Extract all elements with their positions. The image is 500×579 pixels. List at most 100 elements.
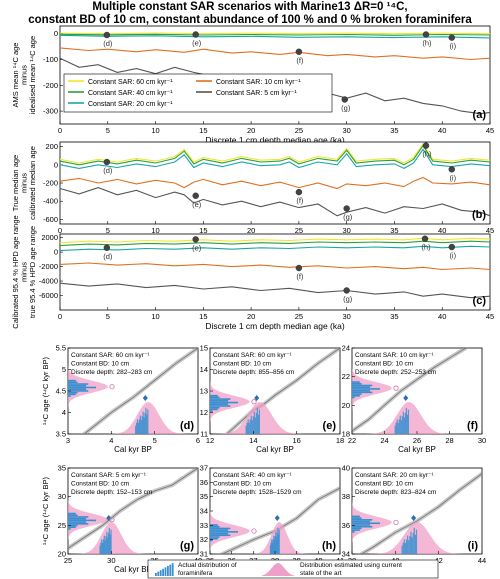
- marker-dot: [343, 205, 350, 212]
- x-tick-label: 12: [206, 436, 214, 445]
- figure-title-line-1: Multiple constant SAR scenarios with Mar…: [92, 1, 408, 13]
- annotation-text: Constant SAR: 10 cm kyr⁻¹: [355, 352, 434, 359]
- actual-c14-bar: [210, 410, 213, 412]
- annotation-text: Constant SAR: 60 cm kyr⁻¹: [213, 352, 292, 359]
- actual-distribution-bar: [103, 535, 105, 554]
- actual-distribution-bar: [278, 529, 280, 554]
- actual-distribution-bar: [102, 539, 105, 554]
- legend-actual-swatch: [167, 566, 169, 576]
- legend-estimated-label: Distribution estimated using current stat…: [300, 562, 402, 577]
- panel-h: 3536373839404131323334353637Constant SAR…: [200, 464, 345, 575]
- estimated-calendar-distribution: [68, 402, 198, 434]
- actual-c14-bar: [68, 395, 71, 397]
- y-tick-label: 11: [200, 430, 208, 439]
- y-tick-label: -6000: [39, 291, 58, 300]
- actual-c14-bar: [210, 403, 229, 406]
- y-tick-label: -200: [43, 179, 58, 188]
- x-tick-label: 20: [247, 312, 255, 321]
- annotation-text: Constant SAR: 40 cm kyr⁻¹: [213, 472, 292, 479]
- x-tick-label: 4: [109, 436, 113, 445]
- series-line-sar20: [59, 34, 491, 39]
- actual-distribution-bar: [398, 419, 400, 434]
- actual-distribution-bar: [269, 545, 271, 554]
- marker-dot: [295, 48, 303, 55]
- x-tick-label: 35: [390, 126, 398, 135]
- x-tick-label: 20: [247, 226, 255, 235]
- x-tick-label: 40: [438, 126, 446, 135]
- actual-c14-bar: [210, 534, 231, 537]
- actual-distribution-bar: [403, 539, 405, 554]
- actual-c14-bar: [210, 406, 220, 409]
- y-tick-label: 5.5: [56, 344, 66, 353]
- actual-distribution-bar: [255, 412, 257, 434]
- actual-c14-bar: [352, 519, 373, 521]
- actual-distribution-bar: [135, 425, 137, 434]
- actual-distribution-bar: [139, 415, 141, 434]
- legend-label-sar20: Constant SAR: 20 cm kyr⁻¹: [88, 101, 173, 108]
- y-tick-label: 40: [342, 464, 350, 473]
- panel-d: 3 4 5 6 3.5 4 4.5 5 5.5 Constant SAR: 60 cm kyr⁻¹…: [41, 344, 200, 455]
- actual-c14-bar: [68, 390, 89, 392]
- legend-actual-swatch: [162, 568, 164, 576]
- marker-dot: [103, 244, 111, 251]
- actual-c14-bar: [210, 396, 220, 399]
- y-axis-label: ¹⁴C age (¹⁴C kyr BP): [41, 356, 50, 425]
- estimated-c14-distribution: [352, 348, 392, 434]
- y-tick-label: -400: [43, 197, 58, 206]
- y-tick-label: 37: [200, 464, 208, 473]
- y-tick-label: 15: [200, 344, 208, 353]
- annotation-text: Constant SAR: 5 cm kyr⁻¹: [71, 472, 147, 479]
- actual-distribution-bar: [144, 412, 146, 434]
- actual-distribution-bar: [404, 412, 406, 434]
- x-tick-label: 25: [295, 126, 303, 135]
- y-tick-label: 4: [62, 408, 66, 417]
- marker-label: (f): [296, 56, 304, 65]
- y-tick-label: 34: [200, 507, 208, 516]
- legend-box: [147, 559, 439, 579]
- marker-dot: [103, 158, 111, 166]
- y-tick-label: -200: [43, 81, 58, 90]
- actual-distribution-bar: [107, 537, 109, 554]
- actual-c14-bar: [68, 516, 89, 518]
- legend-box: [63, 73, 333, 113]
- x-tick-label: 42: [434, 556, 442, 565]
- x-tick-label: 6: [196, 436, 200, 445]
- legend-actual-swatch: [159, 570, 162, 576]
- annotation-text: Constant BD: 10 cm: [213, 361, 271, 368]
- actual-c14-bar: [352, 531, 355, 533]
- legend-actual-swatch: [157, 571, 160, 576]
- actual-distribution-bar: [140, 420, 142, 434]
- actual-distribution-bar: [409, 536, 411, 554]
- actual-distribution-bar: [271, 539, 273, 554]
- actual-c14-bar: [352, 396, 355, 399]
- marker-dot: [192, 236, 199, 243]
- actual-distribution-bar: [136, 419, 139, 434]
- actual-c14-bar: [210, 537, 218, 540]
- legend-label-sar5: Constant SAR: 5 cm kyr⁻¹: [216, 90, 297, 97]
- x-tick-label: 18: [336, 436, 344, 445]
- actual-distribution-bar: [276, 532, 278, 554]
- actual-distribution-bar: [274, 536, 276, 554]
- actual-distribution-bar: [101, 539, 103, 554]
- actual-c14-bar: [68, 517, 87, 520]
- actual-distribution-bar: [246, 422, 248, 434]
- actual-distribution-bar: [252, 416, 254, 434]
- legend-actual-swatch: [169, 564, 172, 576]
- x-axis-label: Discrete 1 cm depth median age (ka): [205, 321, 345, 331]
- x-tick-label: 44: [478, 556, 486, 565]
- series-line-sar60: [59, 142, 491, 164]
- y-tick-label: 33: [200, 521, 208, 530]
- annotation-text: Constant BD: 10 cm: [355, 361, 413, 368]
- actual-c14-bar: [68, 521, 87, 523]
- actual-distribution-bar: [245, 425, 247, 434]
- panel-i: 3840424434363840Constant SAR: 20 cm kyr⁻…: [342, 464, 487, 575]
- series-line-sar60: [59, 237, 491, 244]
- panel-f: 22 24 26 28 30 18 20 22 24 Constant SAR: 10 cm ky…: [342, 344, 487, 455]
- actual-c14-bar: [352, 395, 360, 397]
- actual-distribution-bar: [107, 532, 110, 554]
- annotation-text: Constant SAR: 20 cm kyr⁻¹: [355, 472, 434, 479]
- y-tick-label: 22: [342, 372, 350, 381]
- marker-dot: [343, 287, 350, 294]
- actual-distribution-bar: [110, 529, 112, 554]
